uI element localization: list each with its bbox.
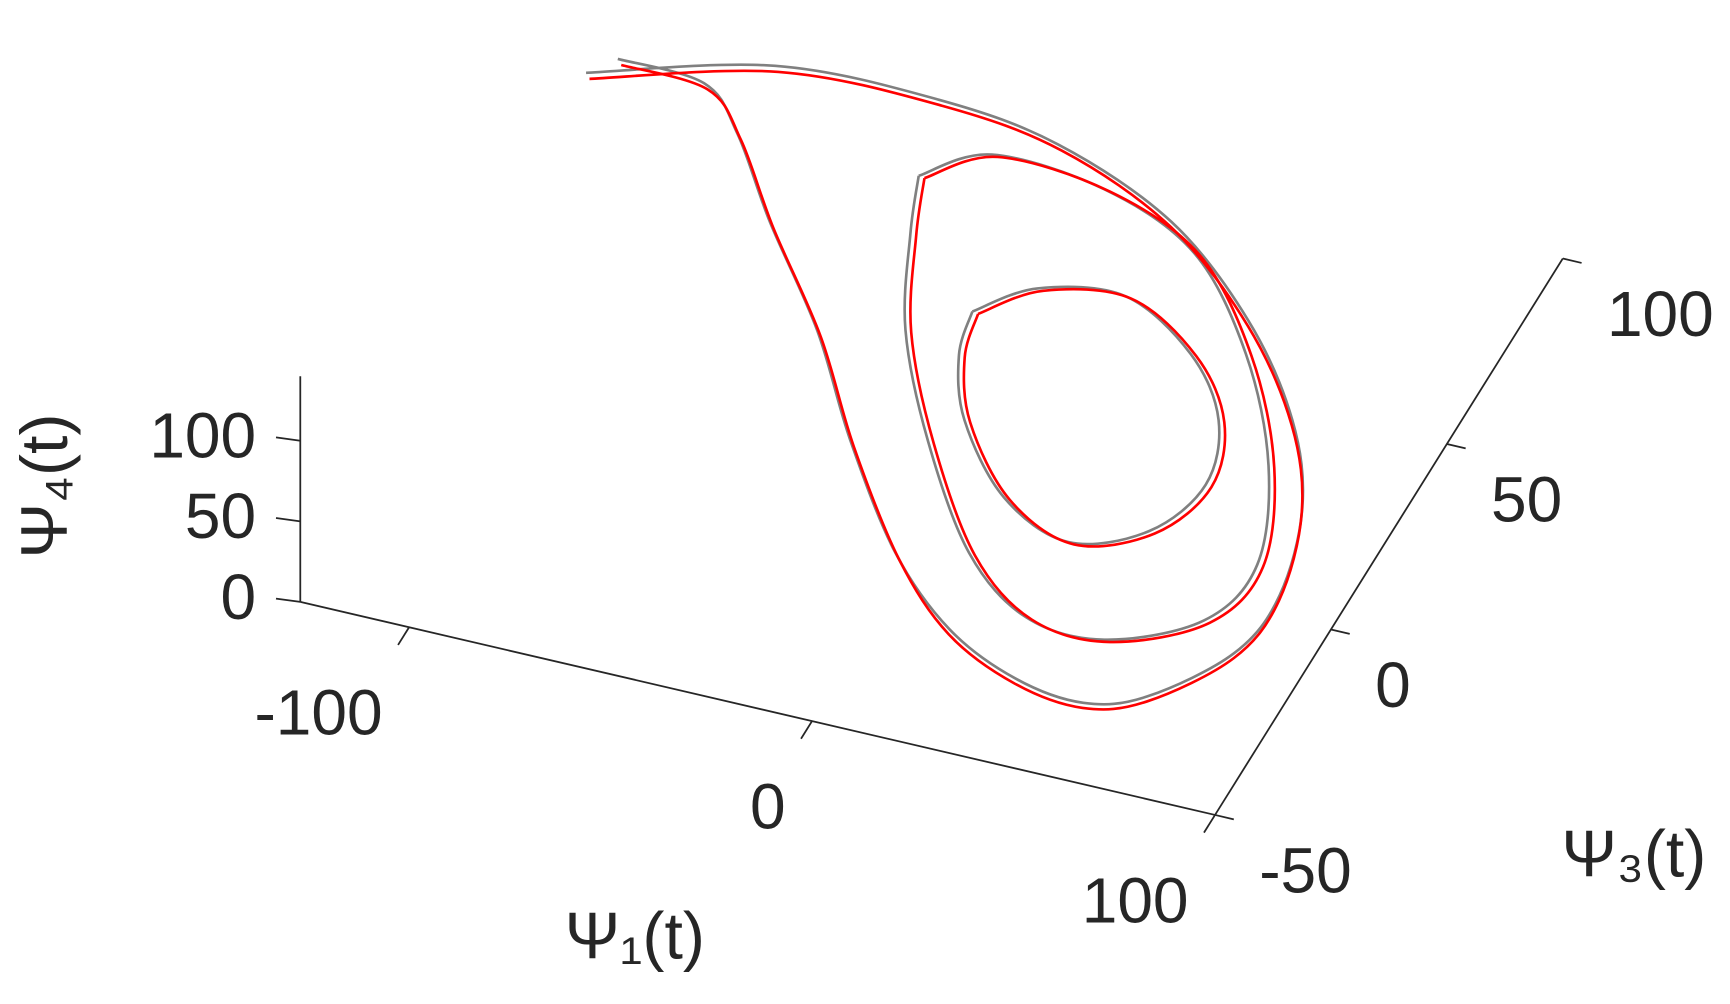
x-tick: [1203, 814, 1216, 834]
y-axis: [1214, 258, 1564, 816]
x-tick-label: 0: [750, 771, 786, 843]
x-axis-label: Ψ₁(t): [565, 899, 705, 973]
y-tick-label: 100: [1607, 278, 1714, 350]
trajectory: [956, 285, 1221, 546]
x-tick-label: 100: [1082, 864, 1189, 936]
y-tick-label: 50: [1491, 464, 1562, 536]
z-tick: [275, 517, 301, 523]
x-tick: [397, 626, 410, 646]
z-tick-label: 0: [221, 561, 257, 633]
y-tick: [1562, 257, 1582, 264]
y-tick: [1214, 814, 1235, 821]
y-tick-label: -50: [1259, 835, 1352, 907]
z-axis-label: Ψ₄(t): [8, 414, 82, 559]
y-tick: [1330, 628, 1350, 635]
z-tick: [275, 597, 301, 603]
x-axis: [300, 601, 1216, 816]
x-tick: [800, 720, 813, 740]
z-tick-label: 50: [185, 480, 256, 552]
x-tick-label: -100: [254, 677, 382, 749]
y-axis-label: Ψ₃(t): [1562, 818, 1707, 892]
z-tick-label: 100: [149, 400, 256, 472]
y-tick-label: 0: [1375, 649, 1411, 721]
trajectory: [589, 63, 1304, 711]
trajectory: [586, 57, 1305, 706]
trajectory: [909, 155, 1277, 644]
z-tick: [275, 436, 301, 442]
y-tick: [1446, 443, 1466, 450]
trajectory: [962, 287, 1227, 548]
